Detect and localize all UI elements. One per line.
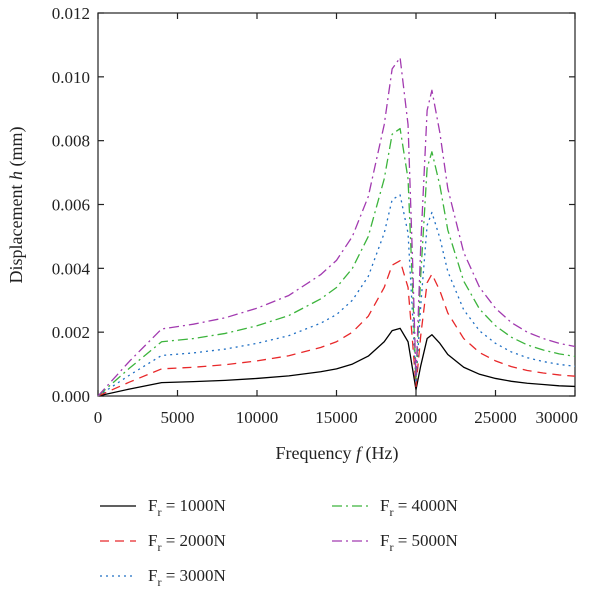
x-tick-label: 15000	[315, 408, 358, 427]
x-tick-label: 0	[94, 408, 103, 427]
x-tick-label: 10000	[236, 408, 279, 427]
plot-frame	[97, 12, 576, 397]
legend-label: Fr = 5000N	[380, 531, 458, 554]
series-line-5	[97, 57, 576, 397]
legend-label: Fr = 4000N	[380, 496, 458, 519]
legend-label: Fr = 2000N	[148, 531, 226, 554]
legend-item-5: Fr = 5000N	[332, 531, 458, 554]
y-tick-label: 0.004	[52, 259, 91, 278]
x-axis-ticks: 0 5000 10000 15000 20000 25000 30000	[94, 13, 578, 427]
legend-item-2: Fr = 2000N	[100, 531, 226, 554]
series-lines	[97, 57, 576, 397]
y-tick-label: 0.010	[52, 68, 90, 87]
legend-item-3: Fr = 3000N	[100, 566, 226, 589]
legend-label: Fr = 1000N	[148, 496, 226, 519]
series-line-2	[97, 260, 576, 397]
legend: Fr = 1000N Fr = 2000N Fr = 3000N Fr = 4000N…	[100, 496, 458, 589]
x-tick-label: 25000	[474, 408, 517, 427]
y-tick-label: 0.012	[52, 4, 90, 23]
y-tick-label: 0.002	[52, 323, 90, 342]
plot-area	[97, 12, 576, 397]
legend-item-1: Fr = 1000N	[100, 496, 226, 519]
y-tick-label: 0.008	[52, 132, 90, 151]
x-tick-label: 20000	[395, 408, 438, 427]
x-tick-label: 30000	[536, 408, 579, 427]
series-line-3	[97, 194, 576, 397]
y-axis-ticks: 0.000 0.002 0.004 0.006 0.008 0.010 0.012	[52, 4, 575, 406]
legend-label: Fr = 3000N	[148, 566, 226, 589]
y-axis-title: Displacement h (mm)	[6, 127, 27, 284]
x-axis-title: Frequency f (Hz)	[276, 443, 399, 464]
legend-item-4: Fr = 4000N	[332, 496, 458, 519]
series-line-1	[97, 327, 576, 397]
x-tick-label: 5000	[161, 408, 195, 427]
series-line-4	[97, 127, 576, 397]
y-tick-label: 0.000	[52, 387, 90, 406]
y-tick-label: 0.006	[52, 196, 90, 215]
